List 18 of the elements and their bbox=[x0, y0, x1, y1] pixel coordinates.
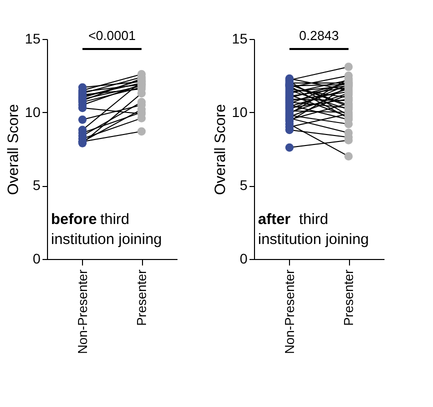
annotation: before third institution joining bbox=[51, 211, 162, 248]
y-tick-label: 0 bbox=[240, 250, 248, 266]
y-tick-label: 15 bbox=[232, 30, 248, 46]
y-tick-label: 5 bbox=[32, 177, 41, 194]
y-tick-label: 10 bbox=[24, 104, 41, 120]
y-tick-label: 15 bbox=[24, 30, 41, 46]
x-tick-label: Presenter bbox=[341, 268, 356, 326]
y-tick-label: 5 bbox=[240, 177, 248, 194]
y-axis-title: Overall Score bbox=[212, 104, 229, 195]
x-tick-label: Non-Presenter bbox=[282, 268, 297, 354]
annotation: 0.2843 bbox=[299, 28, 339, 43]
annotation: after third institution joining bbox=[258, 211, 369, 248]
x-tick-label: Non-Presenter bbox=[74, 268, 90, 354]
y-axis-title: Overall Score bbox=[4, 104, 22, 195]
x-tick-label: Presenter bbox=[134, 268, 150, 326]
y-tick-label: 10 bbox=[232, 104, 248, 120]
annotation: <0.0001 bbox=[88, 28, 136, 43]
y-tick-label: 0 bbox=[32, 250, 41, 266]
